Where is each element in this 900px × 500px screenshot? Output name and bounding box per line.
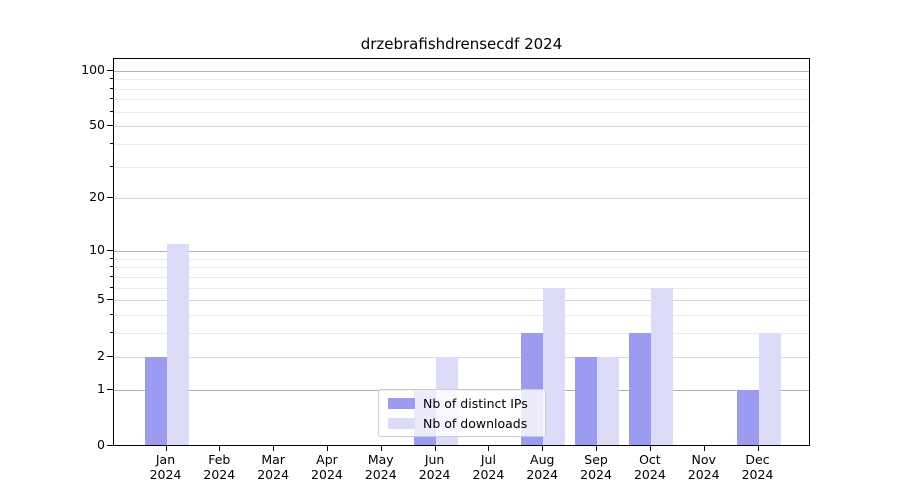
- x-tick-mark: [649, 446, 651, 451]
- x-tick-label: Jan 2024: [149, 452, 182, 482]
- y-tick-mark: [107, 125, 113, 127]
- x-tick-label: Aug 2024: [526, 452, 559, 482]
- y-tick-label: 10: [89, 241, 105, 257]
- minor-gridline: [114, 315, 809, 317]
- y-minor-tick-mark: [110, 257, 113, 259]
- major-gridline: [114, 198, 809, 200]
- x-tick-label: Nov 2024: [687, 452, 720, 482]
- x-tick-label: Apr 2024: [311, 452, 343, 482]
- y-minor-tick-mark: [110, 87, 113, 89]
- bar-downloads: [597, 356, 620, 445]
- legend-item-distinct-ips: Nb of distinct IPs: [388, 396, 536, 411]
- x-tick-label: Mar 2024: [257, 452, 290, 482]
- y-tick-mark: [107, 355, 113, 357]
- minor-gridline: [114, 111, 809, 113]
- major-gridline: [114, 250, 809, 252]
- bar-downloads: [650, 287, 673, 445]
- x-tick-mark: [165, 446, 167, 451]
- y-minor-tick-mark: [110, 266, 113, 268]
- chart-title: drzebrafishdrensecdf 2024: [360, 35, 563, 53]
- y-tick-mark: [107, 197, 113, 199]
- y-minor-tick-mark: [110, 78, 113, 80]
- legend-swatch-distinct-ips: [388, 397, 415, 409]
- x-tick-mark: [488, 446, 490, 451]
- minor-gridline: [114, 258, 809, 260]
- x-tick-mark: [219, 446, 221, 451]
- y-tick-label: 1: [97, 380, 105, 396]
- x-tick-mark: [326, 446, 328, 451]
- major-gridline: [114, 300, 809, 302]
- x-tick-label: May 2024: [364, 452, 397, 482]
- y-tick-label: 100: [81, 61, 105, 77]
- minor-gridline: [114, 79, 809, 81]
- minor-gridline: [114, 287, 809, 289]
- y-tick-label: 2: [97, 347, 105, 363]
- bar-distinct-ips: [575, 356, 598, 445]
- x-tick-mark: [757, 446, 759, 451]
- minor-gridline: [114, 99, 809, 101]
- y-minor-tick-mark: [110, 110, 113, 112]
- x-tick-label: Jun 2024: [418, 452, 451, 482]
- y-minor-tick-mark: [110, 286, 113, 288]
- y-tick-mark: [107, 388, 113, 390]
- x-tick-label: Jul 2024: [472, 452, 505, 482]
- y-minor-tick-mark: [110, 165, 113, 167]
- bar-downloads: [543, 287, 566, 445]
- y-minor-tick-mark: [110, 142, 113, 144]
- minor-gridline: [114, 276, 809, 278]
- y-tick-mark: [107, 299, 113, 301]
- y-tick-label: 5: [97, 291, 105, 307]
- x-tick-label: Feb 2024: [203, 452, 236, 482]
- y-tick-label: 0: [97, 437, 105, 452]
- bar-distinct-ips: [628, 333, 651, 445]
- plot-area: [113, 58, 810, 446]
- y-tick-label: 50: [89, 117, 105, 133]
- y-minor-tick-mark: [110, 275, 113, 277]
- x-tick-mark: [542, 446, 544, 451]
- legend-label-distinct-ips: Nb of distinct IPs: [423, 395, 528, 411]
- bar-downloads: [166, 243, 189, 445]
- y-tick-mark: [107, 69, 113, 71]
- y-minor-tick-mark: [110, 98, 113, 100]
- minor-gridline: [114, 333, 809, 335]
- x-tick-mark: [596, 446, 598, 451]
- x-tick-label: Oct 2024: [633, 452, 666, 482]
- legend-swatch-downloads: [388, 417, 415, 429]
- minor-gridline: [114, 143, 809, 145]
- legend: Nb of distinct IPs Nb of downloads: [378, 389, 546, 437]
- major-gridline: [114, 70, 809, 72]
- y-tick-label: 20: [89, 189, 105, 205]
- legend-item-downloads: Nb of downloads: [388, 416, 536, 431]
- x-tick-mark: [380, 446, 382, 451]
- x-tick-mark: [273, 446, 275, 451]
- legend-label-downloads: Nb of downloads: [423, 415, 528, 431]
- bar-downloads: [758, 333, 781, 445]
- x-tick-mark: [434, 446, 436, 451]
- bar-distinct-ips: [144, 356, 167, 445]
- minor-gridline: [114, 267, 809, 269]
- major-gridline: [114, 356, 809, 358]
- x-tick-mark: [703, 446, 705, 451]
- minor-gridline: [114, 88, 809, 90]
- x-tick-label: Sep 2024: [580, 452, 612, 482]
- y-minor-tick-mark: [110, 332, 113, 334]
- y-tick-mark: [107, 249, 113, 251]
- x-tick-label: Dec 2024: [741, 452, 774, 482]
- major-gridline: [114, 126, 809, 128]
- y-minor-tick-mark: [110, 314, 113, 316]
- bar-distinct-ips: [736, 389, 759, 445]
- y-tick-mark: [107, 445, 113, 446]
- minor-gridline: [114, 166, 809, 168]
